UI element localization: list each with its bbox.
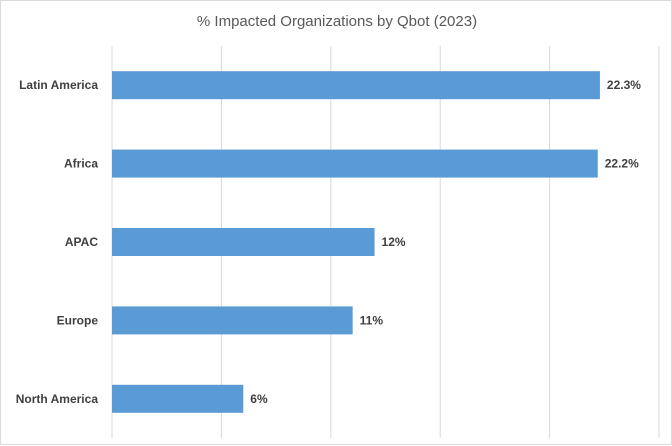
category-label: APAC <box>65 235 98 249</box>
data-labels: 22.3% 22.2% 12% 11% 6% <box>250 78 641 406</box>
category-labels: Latin America Africa APAC Europe North Ameri… <box>16 78 99 406</box>
category-label: Latin America <box>19 78 98 92</box>
data-label: 6% <box>250 392 268 406</box>
chart-title: % Impacted Organizations by Qbot (2023) <box>197 13 477 30</box>
data-label: 22.2% <box>605 157 639 171</box>
bar-europe <box>112 306 353 335</box>
bar-africa <box>112 149 598 178</box>
category-label: Africa <box>64 157 98 171</box>
category-label: North America <box>16 392 99 406</box>
data-label: 22.3% <box>607 78 641 92</box>
bar-series <box>112 71 600 413</box>
data-label: 12% <box>382 235 406 249</box>
category-label: Europe <box>57 313 99 327</box>
bar-north-america <box>112 384 244 413</box>
data-label: 11% <box>360 313 384 327</box>
bar-latin-america <box>112 71 600 100</box>
bar-apac <box>112 228 375 256</box>
